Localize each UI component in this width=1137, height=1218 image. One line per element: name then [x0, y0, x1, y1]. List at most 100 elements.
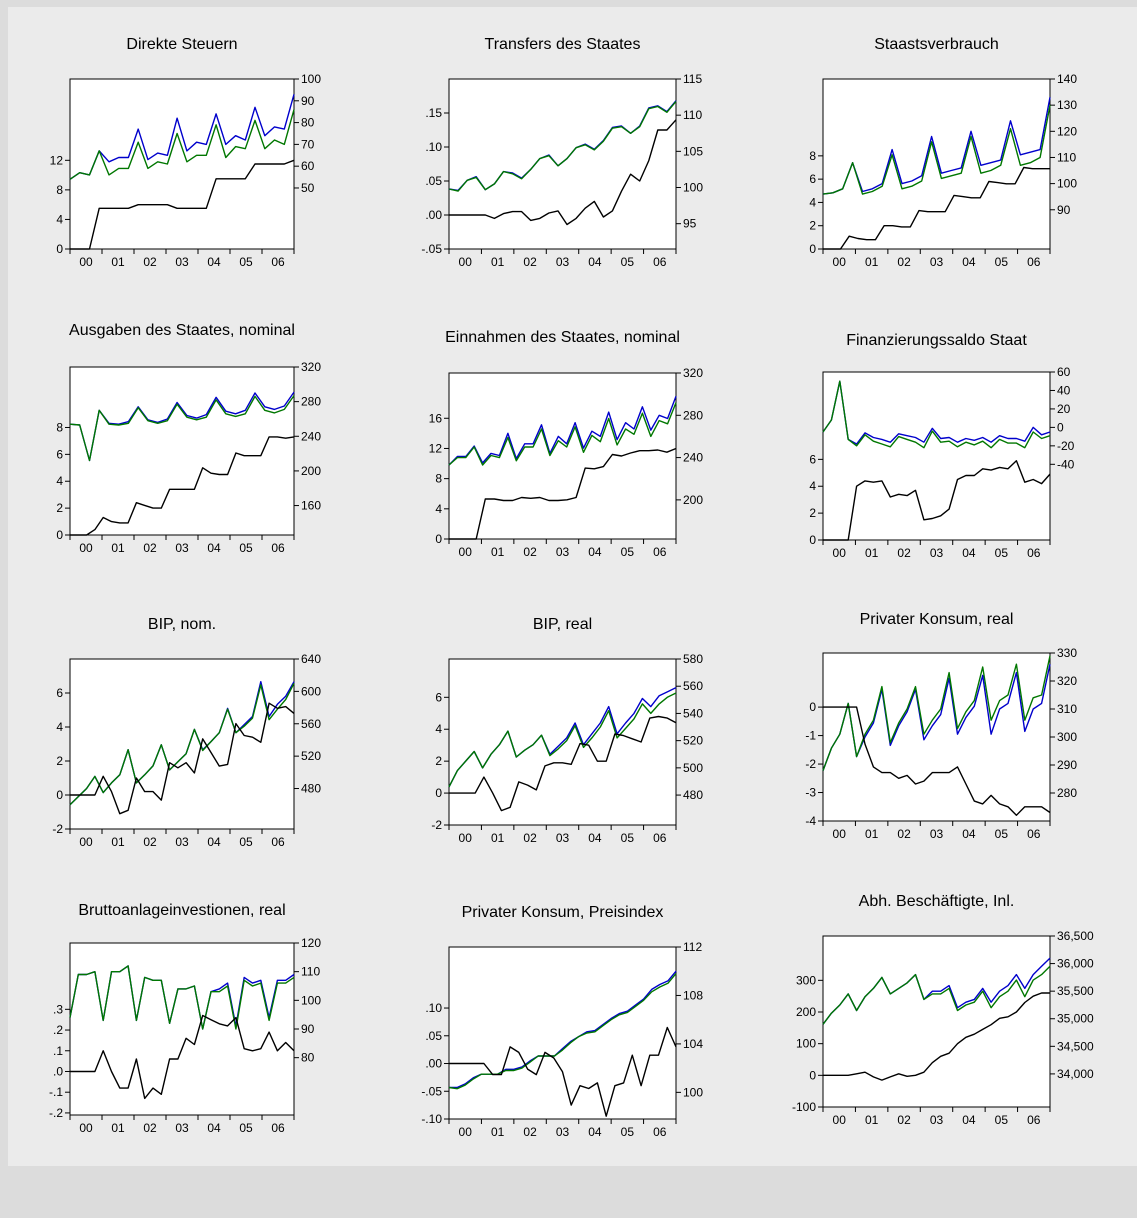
x-axis-tick-label: 01 — [491, 255, 505, 269]
left-axis-tick-label: .15 — [425, 106, 442, 120]
plot-frame — [448, 372, 677, 540]
left-axis-tick-label: 4 — [809, 195, 816, 209]
right-axis-tick-label: 90 — [1057, 203, 1071, 217]
right-axis-tick-label: 240 — [301, 429, 321, 443]
x-axis-tick-label: 02 — [523, 831, 537, 845]
series-line-3 — [449, 447, 677, 540]
x-axis-tick-label: 05 — [621, 831, 635, 845]
left-axis-tick-label: 4 — [435, 502, 442, 516]
x-axis-tick-label: 00 — [459, 831, 473, 845]
right-axis-tick-label: 280 — [301, 395, 321, 409]
right-axis-tick-label: 330 — [1057, 646, 1077, 660]
chart-12: Abh. Beschäftigte, Inl.-100010020030034,… — [792, 893, 1094, 1127]
x-axis-tick-label: 05 — [995, 255, 1009, 269]
x-axis-tick-label: 05 — [239, 835, 253, 849]
x-axis-tick-label: 06 — [271, 541, 285, 555]
x-axis-tick-label: 04 — [962, 1113, 976, 1127]
series-line-3 — [70, 1014, 295, 1100]
series-line-2 — [69, 682, 295, 806]
right-axis-tick-label: 310 — [1057, 702, 1077, 716]
x-axis-tick-label: 01 — [491, 831, 505, 845]
right-axis-tick-label: 480 — [301, 782, 321, 796]
left-axis-tick-label: 16 — [429, 411, 443, 425]
x-axis-tick-label: 03 — [175, 255, 189, 269]
x-axis-tick-label: 05 — [995, 1113, 1009, 1127]
series-line-3 — [449, 119, 677, 226]
x-axis-tick-label: 04 — [962, 255, 976, 269]
x-axis-tick-label: 03 — [930, 255, 944, 269]
chart-10: Bruttoanlageinvestionen, real -.2 -.1 .0 .1.… — [49, 902, 321, 1135]
right-axis-tick-label: 600 — [301, 684, 321, 698]
right-axis-tick-label: 100 — [683, 181, 703, 195]
right-axis-tick-label: 200 — [301, 464, 321, 478]
right-axis-tick-label: 520 — [683, 734, 703, 748]
left-axis-tick-label: .1 — [53, 1044, 63, 1058]
series-line-3 — [823, 992, 1050, 1081]
x-axis-tick-label: 03 — [556, 255, 570, 269]
x-axis-tick-label: 03 — [556, 545, 570, 559]
left-axis-tick-label: 8 — [809, 149, 816, 163]
left-axis-tick-label: -2 — [805, 757, 816, 771]
x-axis-tick-label: 05 — [995, 827, 1009, 841]
x-axis-tick-label: 03 — [556, 831, 570, 845]
x-axis-tick-label: 02 — [897, 546, 911, 560]
right-axis-tick-label: 500 — [683, 761, 703, 775]
left-axis-tick-label: -2 — [52, 822, 63, 836]
left-axis-tick-label: .0 — [53, 1064, 63, 1078]
series-line-3 — [70, 159, 295, 250]
right-axis-tick-label: 105 — [683, 144, 703, 158]
right-axis-tick-label: 580 — [683, 652, 703, 666]
right-axis-tick-label: 34,000 — [1057, 1067, 1094, 1081]
x-axis-tick-label: 04 — [207, 835, 221, 849]
right-axis-tick-label: 110 — [301, 965, 320, 979]
x-axis-tick-label: 03 — [930, 827, 944, 841]
x-axis-tick-label: 06 — [653, 545, 667, 559]
x-axis-tick-label: 00 — [79, 255, 93, 269]
right-axis-tick-label: 70 — [301, 137, 315, 151]
x-axis-tick-label: 00 — [459, 545, 473, 559]
x-axis-tick-label: 02 — [523, 545, 537, 559]
right-axis-tick-label: 560 — [683, 679, 703, 693]
x-axis-tick-label: 02 — [143, 541, 157, 555]
x-axis-tick-label: 00 — [833, 255, 847, 269]
x-axis-tick-label: 04 — [588, 831, 602, 845]
left-axis-tick-label: 0 — [809, 533, 816, 547]
x-axis-tick-label: 06 — [653, 831, 667, 845]
x-axis-tick-label: 02 — [143, 1121, 157, 1135]
right-axis-tick-label: 320 — [1057, 674, 1077, 688]
right-axis-tick-label: 640 — [301, 652, 321, 666]
right-axis-tick-label: 480 — [683, 788, 703, 802]
series-line-3 — [449, 1026, 677, 1117]
x-axis-tick-label: 02 — [523, 255, 537, 269]
x-axis-tick-label: 02 — [897, 1113, 911, 1127]
left-axis-tick-label: 8 — [56, 420, 63, 434]
left-axis-tick-label: 6 — [809, 172, 816, 186]
x-axis-tick-label: 06 — [1027, 546, 1041, 560]
x-axis-tick-label: 01 — [491, 1125, 505, 1139]
x-axis-tick-label: 01 — [111, 835, 125, 849]
left-axis-tick-label: -1 — [805, 729, 816, 743]
x-axis-tick-label: 00 — [79, 1121, 93, 1135]
left-axis-tick-label: 300 — [796, 973, 816, 987]
x-axis-tick-label: 00 — [459, 1125, 473, 1139]
left-axis-tick-label: 0 — [56, 242, 63, 256]
left-axis-tick-label: 2 — [809, 506, 816, 520]
x-axis-tick-label: 06 — [1027, 827, 1041, 841]
left-axis-tick-label: 0 — [809, 700, 816, 714]
x-axis-tick-label: 01 — [111, 541, 125, 555]
left-axis-tick-label: 6 — [56, 447, 63, 461]
series-line-3 — [823, 166, 1050, 250]
x-axis-tick-label: 06 — [653, 255, 667, 269]
x-axis-tick-label: 00 — [833, 827, 847, 841]
plot-frame — [448, 946, 677, 1120]
series-line-2 — [69, 965, 295, 1030]
chart-9: Privater Konsum, real -4 -3 -2 -1 0 280 290 300 3… — [805, 611, 1077, 841]
plot-frame — [69, 942, 295, 1116]
chart-title: Bruttoanlageinvestionen, real — [78, 902, 285, 919]
left-axis-tick-label: 12 — [429, 441, 443, 455]
right-axis-tick-label: 104 — [683, 1037, 703, 1051]
chart-title: Einnahmen des Staates, nominal — [445, 329, 680, 346]
left-axis-tick-label: 4 — [56, 720, 63, 734]
right-axis-tick-label: 80 — [301, 1051, 315, 1065]
